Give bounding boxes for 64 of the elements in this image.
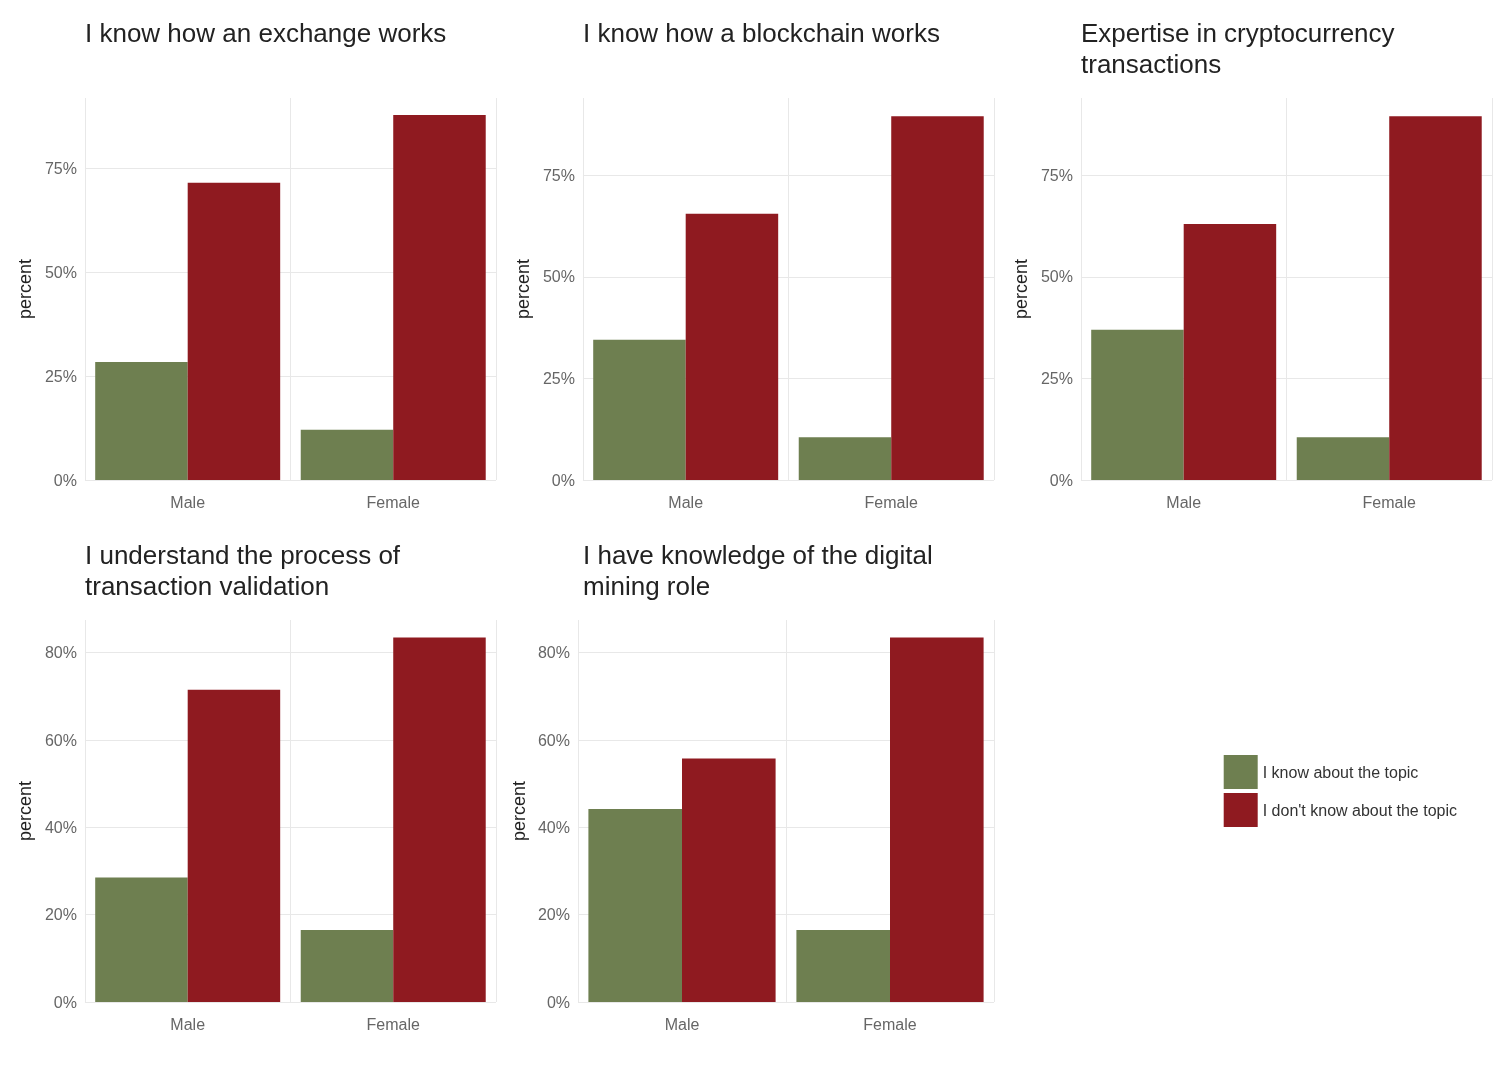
bar (891, 116, 984, 480)
x-tick-label: Male (170, 493, 206, 511)
bar (187, 182, 281, 480)
bar (1296, 437, 1390, 480)
x-tick-label: Female (366, 1015, 420, 1033)
x-tick-label: Male (170, 1015, 206, 1033)
x-tick-label: Female (366, 493, 420, 511)
chart-title: I know how a blockchain works (583, 17, 940, 48)
bar (95, 877, 188, 1002)
bar (1389, 116, 1482, 480)
y-axis-title: percent (1011, 258, 1031, 320)
bar (796, 929, 890, 1002)
bar (187, 689, 281, 1002)
x-tick-label: Male (1166, 493, 1202, 511)
legend-label: I know about the topic (1262, 763, 1419, 781)
bar (890, 637, 984, 1002)
y-axis-title: percent (513, 258, 533, 320)
y-tick-label: 25% (1040, 369, 1073, 387)
y-tick-label: 80% (44, 644, 77, 662)
y-axis-title: percent (509, 780, 529, 842)
y-tick-label: 50% (44, 263, 77, 281)
bar (798, 437, 892, 480)
y-tick-label: 75% (1040, 166, 1073, 184)
y-tick-label: 0% (546, 993, 570, 1011)
x-tick-label: Female (864, 493, 918, 511)
bar (393, 115, 486, 480)
legend-label: I don't know about the topic (1262, 801, 1457, 819)
bar (393, 637, 486, 1002)
x-tick-label: Female (1362, 493, 1416, 511)
bar (593, 339, 686, 480)
y-tick-label: 20% (537, 906, 570, 924)
chart-title: I know how an exchange works (85, 17, 447, 48)
y-tick-label: 60% (44, 731, 77, 749)
y-tick-label: 80% (537, 644, 570, 662)
y-tick-label: 75% (542, 166, 575, 184)
chart-title: Expertise in cryptocurrency transactions (1081, 17, 1402, 79)
y-tick-label: 75% (44, 160, 77, 178)
y-tick-label: 40% (537, 818, 570, 836)
y-tick-label: 0% (1049, 471, 1073, 489)
bar (685, 213, 779, 480)
y-tick-label: 40% (44, 818, 77, 836)
chart-title: I understand the process of transaction validation (85, 539, 408, 601)
bar (1091, 329, 1184, 480)
bar (300, 929, 394, 1002)
bar (588, 809, 682, 1002)
y-tick-label: 25% (542, 369, 575, 387)
y-tick-label: 50% (542, 268, 575, 286)
y-tick-label: 50% (1040, 268, 1073, 286)
y-tick-label: 0% (53, 471, 77, 489)
bar (95, 362, 188, 480)
bar (300, 429, 394, 480)
y-axis-title: percent (15, 258, 35, 320)
y-axis-title: percent (15, 780, 35, 842)
y-tick-label: 0% (551, 471, 575, 489)
y-tick-label: 60% (537, 731, 570, 749)
bar (1183, 223, 1277, 480)
chart-title: I have knowledge of the digital mining role (583, 539, 941, 601)
x-tick-label: Male (664, 1015, 700, 1033)
x-tick-label: Female (863, 1015, 917, 1033)
bar (682, 758, 776, 1002)
y-tick-label: 0% (53, 993, 77, 1011)
y-tick-label: 25% (44, 367, 77, 385)
x-tick-label: Male (668, 493, 704, 511)
y-tick-label: 20% (44, 906, 77, 924)
